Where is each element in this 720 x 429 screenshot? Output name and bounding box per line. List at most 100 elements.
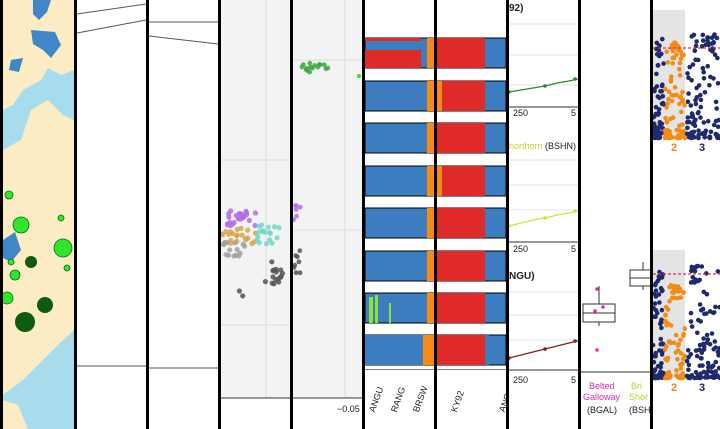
manhattan-point [701, 120, 707, 125]
manhattan-point [699, 131, 705, 136]
manhattan-point [671, 290, 676, 296]
manhattan-point [655, 62, 661, 68]
manhattan-point [688, 319, 694, 324]
site-dot [25, 256, 37, 268]
structure-row [437, 165, 506, 197]
manhattan-point [653, 114, 657, 119]
structure-label-ky92: KY92 [449, 389, 466, 414]
pca-point [228, 208, 234, 214]
manhattan-point [675, 296, 680, 301]
pca-scatter [293, 0, 362, 399]
boxplot-panel: Belted Galloway (BGAL) Bri Shor (BSH [578, 0, 650, 429]
pca-point [259, 228, 265, 234]
manhattan-point [711, 39, 716, 45]
manhattan-point [681, 290, 686, 295]
manhattan-point [658, 336, 664, 342]
manhattan-point [681, 332, 686, 337]
manhattan-point [676, 43, 681, 49]
pca-point [293, 217, 296, 223]
manhattan-point [713, 118, 719, 124]
manhattan-point [653, 134, 657, 139]
manhattan-point [656, 372, 661, 378]
structure-bars [437, 37, 506, 370]
manhattan-point [698, 115, 703, 120]
manhattan-point [700, 32, 706, 38]
structure-label-ang: ANG [497, 391, 506, 414]
manhattan-point [708, 74, 713, 80]
manhattan-point [653, 359, 657, 365]
boxplot-cat2-name2: Shor [629, 392, 649, 402]
lake-3 [9, 58, 23, 72]
manhattan-point [660, 288, 665, 293]
manhattan-point [707, 82, 712, 88]
manhattan-point [661, 61, 666, 66]
manhattan-point [693, 98, 698, 103]
manhattan-point [709, 364, 715, 370]
manhattan-point [682, 326, 688, 331]
connector-panel-1 [74, 0, 146, 429]
manhattan-point [709, 35, 715, 41]
manhattan-point [668, 77, 674, 82]
map-panel [0, 0, 74, 429]
manhattan-point [706, 364, 711, 370]
manhattan-point [692, 119, 697, 124]
manhattan-point [667, 299, 672, 304]
manhattan-point [663, 304, 669, 310]
manhattan-point [716, 350, 720, 355]
manhattan-point [704, 291, 710, 297]
pca-point [241, 213, 247, 219]
manhattan-point [669, 92, 675, 98]
pca-point [252, 222, 258, 229]
manhattan-panel: 2 3 2 3 [650, 0, 720, 429]
pca-point [246, 217, 252, 223]
manhattan-point [677, 66, 682, 72]
line-tick-5: 5 [571, 244, 577, 254]
site-dot [57, 214, 65, 222]
manhattan-point [663, 375, 668, 381]
manhattan-point [710, 370, 716, 375]
manhattan-point [695, 110, 701, 116]
manhattan-point [713, 131, 719, 137]
manhattan-point [673, 350, 679, 355]
pca-point [236, 288, 242, 294]
manhattan-point [665, 60, 671, 65]
manhattan-point [702, 135, 707, 140]
line-point [573, 339, 577, 343]
manhattan-point [659, 275, 665, 280]
manhattan-point [670, 60, 675, 66]
manhattan-point [705, 360, 711, 366]
manhattan-point [655, 131, 660, 137]
manhattan-point [663, 115, 668, 121]
manhattan-point [698, 355, 704, 361]
manhattan-point [658, 321, 663, 327]
manhattan-point [713, 304, 718, 310]
manhattan-point [678, 366, 684, 371]
manhattan-point [692, 48, 698, 53]
manhattan-point [682, 102, 687, 108]
manhattan-point [705, 35, 710, 40]
pca-point [293, 270, 299, 276]
manhattan-point [715, 124, 720, 130]
pca-point [265, 224, 271, 230]
site-dot [53, 238, 73, 258]
manhattan-point [693, 101, 699, 107]
line-plots [509, 23, 578, 371]
manhattan-point [685, 71, 690, 76]
manhattan-point [678, 350, 684, 356]
manhattan-point [677, 123, 682, 129]
line-point [543, 84, 547, 88]
manhattan-point [664, 49, 669, 55]
manhattan-point [668, 373, 673, 378]
manhattan-point [705, 63, 710, 69]
manhattan-point [653, 88, 657, 94]
manhattan-point [685, 115, 691, 120]
manhattan-tick-3: 3 [699, 142, 706, 154]
manhattan-point [686, 362, 692, 368]
manhattan-point [716, 365, 720, 371]
pca-scatter [221, 0, 290, 399]
pca-point [221, 231, 224, 237]
line-point [573, 209, 577, 213]
pca-point [309, 65, 315, 71]
pca-point [270, 268, 276, 274]
manhattan-point [700, 38, 706, 43]
